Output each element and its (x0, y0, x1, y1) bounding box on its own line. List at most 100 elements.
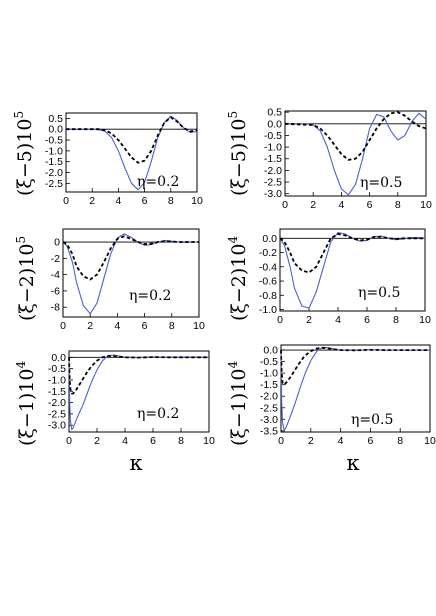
panel-4: 0 2 4 6 8 10 0.0 -0.2 -0.4 -0.6 -0.8 -1.0 η=0.5 (259, 228, 431, 326)
panel-6-xtick-label: 2 (308, 435, 314, 447)
panel-2-xtick-label: 10 (420, 199, 432, 211)
panel-1-xtick-label: 0 (63, 195, 69, 207)
panel-5-ytick-label: 0.0 (51, 352, 66, 364)
panel-1-ytick-label: -0.5 (45, 135, 63, 147)
panel-4-xtick-label: 2 (306, 314, 312, 326)
panel-3-xtick-label: 2 (87, 320, 93, 332)
panel-2-xtick-label: 6 (367, 199, 373, 211)
panel-4-xtick-label: 10 (419, 314, 431, 326)
panel-1-frame (65, 112, 198, 193)
panel-1-xtick-label: 4 (115, 195, 121, 207)
panel-5-xtick-label: 6 (150, 435, 156, 447)
panel-4-series-dashed (279, 233, 425, 274)
panel-2-frame (284, 110, 427, 197)
panel-6-ytick-label: -3.5 (260, 425, 278, 437)
panels-group: 0 2 4 6 8 100.50.0-0.5-1.0-1.5-2.0-2.5 η=0.20 2… (45, 107, 436, 447)
panel-6-ytick-label: -1.5 (260, 379, 278, 391)
panel-3-xtick-label: 0 (60, 320, 66, 332)
panel-3-ytick-label: -6 (51, 285, 60, 297)
panel-5-xtick-label: 4 (122, 435, 128, 447)
row1-left-ylabel: (ξ−5)105 (12, 111, 36, 196)
panel-3-xtick-label: 8 (169, 320, 175, 332)
panel-3-ytick-label: -4 (51, 269, 60, 281)
panel-1-xtick-label: 10 (191, 195, 203, 207)
panel-2-ytick-label: -2.5 (264, 177, 282, 189)
panel-5-ytick-label: -2.5 (48, 408, 66, 420)
panel-5-ytick-label: -3.0 (48, 420, 66, 432)
panel-1-xtick-label: 2 (89, 195, 95, 207)
panel-4-ytick-label: -0.8 (259, 290, 277, 302)
panel-4-xtick-label: 6 (364, 314, 370, 326)
panel-2-ytick-label: 0.5 (267, 107, 282, 119)
panel-5-xtick-label: 2 (94, 435, 100, 447)
panel-4-ytick-label: -0.4 (259, 261, 277, 273)
panel-6-xtick-label: 8 (397, 435, 403, 447)
panel-2: 0 2 4 6 8 10 0.50.0-0.5-1.0-1.5-2.0-2.5-3.0 η=0… (264, 107, 432, 211)
row3-right-ylabel-exponent: 4 (226, 361, 240, 369)
panel-6-ytick-label: -1.0 (260, 368, 278, 380)
panel-4-ytick-label: -0.2 (259, 247, 277, 259)
panel-4-annotation: η=0.5 (358, 285, 400, 301)
panel-1-annotation: η=0.2 (137, 174, 179, 190)
panel-1-ytick-label: -1.5 (45, 156, 63, 168)
panel-6-ytick-label: -2.5 (260, 402, 278, 414)
panel-2-xtick-label: 2 (310, 199, 316, 211)
panel-4-ytick-label: 0.0 (262, 233, 277, 245)
panel-3-xtick-label: 10 (193, 320, 205, 332)
panel-6-annotation: η=0.5 (351, 412, 393, 428)
panel-5-annotation: η=0.2 (137, 406, 179, 422)
panel-1-ytick-label: -1.0 (45, 145, 63, 157)
row3-left-ylabel: (ξ−1)104 (14, 361, 38, 446)
panel-5-xtick-label: 0 (66, 435, 72, 447)
panel-6-xtick-label: 10 (424, 435, 436, 447)
panel-6-ytick-label: -2.0 (260, 391, 278, 403)
panel-6-ytick-label: -3.0 (260, 414, 278, 426)
panel-5-xtick-label: 8 (178, 435, 184, 447)
panel-3-ytick-label: 0 (54, 237, 60, 249)
panel-2-series-dashed (284, 111, 427, 161)
panel-6: 0 2 4 6 8 10 0.0-0.5-1.0-1.5-2.0-2.5-3.0-3.5 η=… (260, 344, 436, 447)
panel-6-xtick-label: 4 (338, 435, 344, 447)
panel-3-ytick-label: -2 (51, 253, 60, 265)
panel-5-ytick-label: -1.5 (48, 386, 66, 398)
panel-6-xtick-label: 0 (278, 435, 284, 447)
panel-2-ytick-label: 0.0 (267, 118, 282, 130)
panel-5-xtick-label: 10 (203, 435, 215, 447)
panel-6-xtick-label: 6 (367, 435, 373, 447)
row2-right-ylabel-exponent: 4 (226, 236, 240, 244)
panel-4-xtick-label: 0 (277, 314, 283, 326)
x-axis-label-left: κ (129, 451, 142, 475)
row2-left-ylabel-exponent: 5 (14, 236, 28, 244)
panel-1-xtick-label: 6 (142, 195, 148, 207)
panel-5-series-dashed (68, 355, 209, 395)
panel-4-frame (279, 228, 426, 312)
panel-1-ytick-label: 0.0 (48, 124, 63, 136)
panel-2-ytick-label: -1.0 (264, 142, 282, 154)
panel-2-ytick-label: -0.5 (264, 130, 282, 142)
panel-3-annotation: η=0.2 (129, 288, 171, 304)
row3-right-ylabel: (ξ−1)104 (226, 361, 250, 446)
panel-1-ytick-label: -2.5 (45, 178, 63, 190)
panel-4-ytick-label: -0.6 (259, 276, 277, 288)
row1-right-ylabel: (ξ−5)105 (226, 111, 250, 196)
panel-2-series-solid (285, 112, 427, 196)
panel-1: 0 2 4 6 8 10 0.50.0-0.5-1.0-1.5-2.0-2.5 η=0.2 (45, 112, 203, 207)
panel-1-series-dashed (66, 116, 198, 164)
row1-left-ylabel-exponent: 5 (12, 111, 26, 119)
row2-right-ylabel: (ξ−2)104 (226, 236, 250, 321)
panel-1-ytick-label: 0.5 (48, 113, 63, 125)
panel-3-xtick-label: 6 (142, 320, 148, 332)
panel-2-ytick-label: -1.5 (264, 153, 282, 165)
panel-4-xtick-label: 8 (393, 314, 399, 326)
panel-2-annotation: η=0.5 (360, 175, 402, 191)
panel-3-ytick-label: -8 (51, 302, 60, 314)
panel-4-ytick-label: -1.0 (259, 304, 277, 316)
row1-right-ylabel-exponent: 5 (226, 111, 240, 119)
panel-6-ytick-label: 0.0 (263, 345, 278, 357)
panel-2-ytick-label: -2.0 (264, 165, 282, 177)
panel-4-xtick-label: 4 (335, 314, 341, 326)
panel-5-series-solid (68, 354, 209, 431)
panel-2-xtick-label: 0 (282, 199, 288, 211)
panel-3: 0 2 4 6 8 10 0 -2 -4 -6 -8 η=0.2 (51, 228, 205, 332)
